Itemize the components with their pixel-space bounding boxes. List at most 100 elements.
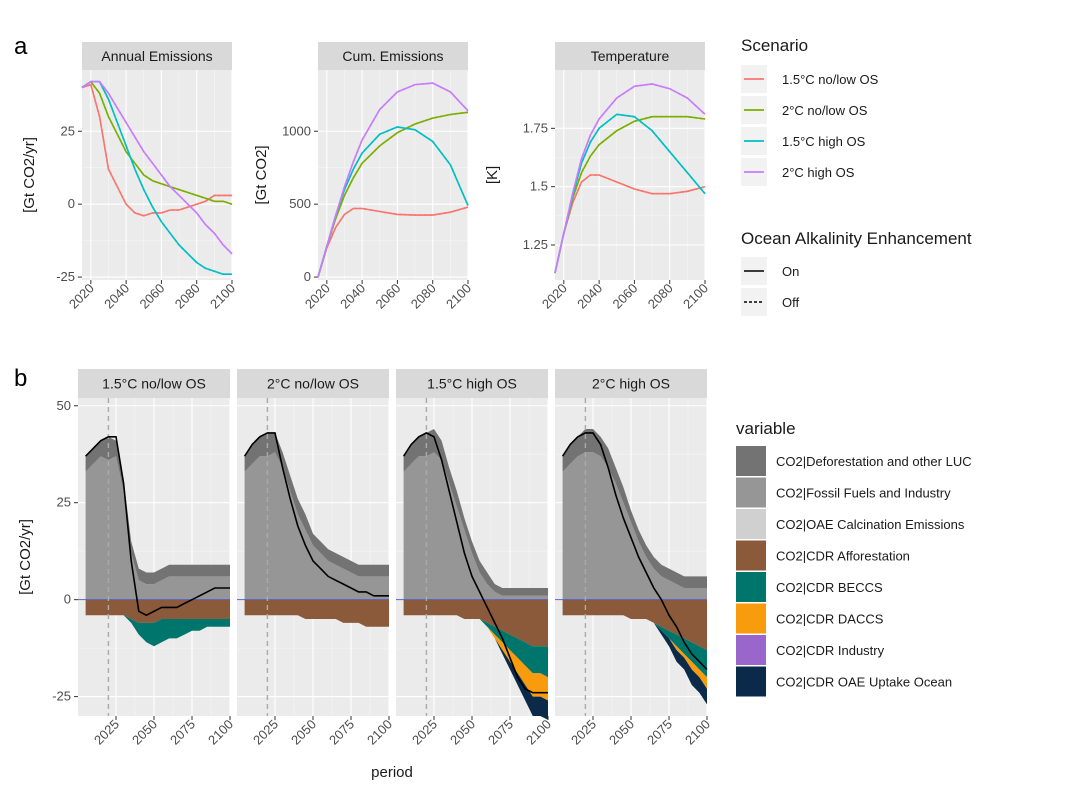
net-emissions-line — [243, 432, 389, 597]
emission-area — [244, 432, 389, 577]
legend-label: CO2|CDR Industry — [776, 643, 885, 658]
legend-title: variable — [736, 419, 796, 438]
y-tick-label: 500 — [289, 196, 311, 211]
cdr-area — [403, 599, 548, 647]
y-axis-title: [K] — [484, 166, 501, 184]
x-tick-label: 2020 — [539, 281, 570, 312]
plot-background — [82, 70, 232, 280]
x-tick-label: 2025 — [409, 717, 440, 748]
legend-swatch — [736, 477, 766, 508]
x-tick-label: 2080 — [645, 281, 676, 312]
emission-area — [244, 452, 389, 600]
legend-label: 1.5°C no/low OS — [782, 72, 879, 87]
x-tick-label: 2050 — [288, 717, 319, 748]
legend-swatch — [736, 509, 766, 539]
cdr-area — [562, 599, 707, 651]
legend-swatch — [736, 446, 766, 476]
x-tick-label: 2020 — [302, 281, 333, 312]
panel-b1: 1.5°C no/low OS 2025 2050 2075 2100 -25 0 25 50 [… — [17, 369, 236, 748]
y-tick-label: 0 — [304, 269, 311, 284]
cdr-area — [85, 615, 230, 647]
cdr-area — [562, 615, 707, 705]
legend-label: 2°C no/low OS — [782, 103, 868, 118]
cdr-area — [85, 599, 230, 623]
facet-strip — [82, 42, 232, 70]
y-tick-label: 0 — [64, 592, 71, 607]
legend-oae: Ocean Alkalinity Enhancement On Off — [741, 229, 972, 316]
y-tick-label: 1.75 — [523, 120, 548, 135]
legend-label: CO2|CDR BECCS — [776, 580, 883, 595]
panel-b3: 1.5°C high OS 2025 2050 2075 2100 — [396, 369, 554, 748]
legend-label: CO2|Deforestation and other LUC — [776, 454, 972, 469]
x-tick-label: 2025 — [568, 717, 599, 748]
cdr-area — [562, 615, 707, 678]
legend-label: On — [782, 264, 799, 279]
panel-b4: 2°C high OS 2025 2050 2075 2100 — [555, 369, 713, 748]
cdr-area — [403, 615, 548, 720]
legend-label: CO2|Fossil Fuels and Industry — [776, 486, 951, 501]
y-axis-title: [Gt CO2] — [253, 145, 270, 204]
facet-strip-label: Temperature — [591, 48, 670, 64]
legend-scenario: Scenario 1.5°C no/low OS 2°C no/low OS 1.5°… — [741, 36, 879, 186]
x-tick-label: 2040 — [101, 281, 132, 312]
cdr-area — [244, 599, 389, 627]
plot-background — [318, 70, 468, 280]
legend-swatch — [736, 572, 766, 602]
x-tick-label: 2075 — [644, 717, 675, 748]
legend-label: 2°C high OS — [782, 165, 855, 180]
series-line-on — [554, 174, 706, 274]
x-tick-label: 2060 — [372, 281, 403, 312]
x-tick-label: 2100 — [680, 281, 711, 312]
x-tick-label: 2080 — [172, 281, 203, 312]
series-line-on — [317, 82, 469, 278]
series-line-on — [81, 80, 233, 255]
legends-group: Scenario 1.5°C no/low OS 2°C no/low OS 1.5°… — [736, 36, 972, 697]
net-emissions-line — [85, 435, 230, 617]
x-tick-label: 2040 — [574, 281, 605, 312]
facet-strip-label: 1.5°C no/low OS — [102, 376, 206, 392]
legend-label: 1.5°C high OS — [782, 134, 866, 149]
panel-a3: Temperature 2020 2040 2060 2080 2100 1.25 1.5 1.… — [484, 42, 711, 312]
y-tick-label: 25 — [57, 495, 71, 510]
y-tick-label: 1.25 — [523, 237, 548, 252]
legend-swatch — [736, 635, 766, 665]
facet-strip — [396, 369, 548, 398]
x-tick-label: 2075 — [167, 717, 198, 748]
panel-label-a: a — [14, 33, 28, 60]
y-axis-title: [Gt CO2/yr] — [21, 137, 38, 213]
emission-area — [403, 452, 548, 600]
facet-strip-label: 2°C no/low OS — [267, 376, 359, 392]
y-tick-label: 25 — [61, 123, 75, 138]
series-line-on — [317, 206, 469, 278]
emission-area — [85, 456, 230, 600]
emission-area — [562, 429, 707, 588]
x-tick-label: 2050 — [447, 717, 478, 748]
x-tick-label: 2025 — [91, 717, 122, 748]
x-tick-label: 2100 — [364, 717, 395, 748]
x-tick-label: 2020 — [66, 281, 97, 312]
facet-strip-label: 2°C high OS — [592, 376, 670, 392]
x-tick-label: 2025 — [250, 717, 281, 748]
net-emissions-line — [561, 432, 708, 671]
panel-a1: Annual Emissions 2020 2040 2060 2080 2100 -25 0… — [21, 42, 238, 312]
x-tick-label: 2075 — [485, 717, 516, 748]
x-tick-label: 2100 — [205, 717, 236, 748]
y-tick-label: 50 — [57, 398, 71, 413]
panel-label-b: b — [14, 365, 27, 392]
facet-strip-label: Cum. Emissions — [342, 48, 443, 64]
x-tick-label: 2080 — [408, 281, 439, 312]
facet-strip — [318, 42, 468, 70]
series-line-on — [81, 80, 233, 205]
facet-strip-label: Annual Emissions — [101, 48, 212, 64]
legend-title: Scenario — [741, 36, 808, 55]
series-line-on — [81, 80, 232, 276]
net-emissions-line — [402, 432, 548, 694]
facet-strip — [555, 42, 705, 70]
legend-variable: variable CO2|Deforestation and other LUC C… — [736, 419, 972, 697]
legend-label: Off — [782, 295, 799, 310]
x-tick-label: 2060 — [136, 281, 167, 312]
legend-label: CO2|CDR OAE Uptake Ocean — [776, 675, 952, 690]
x-tick-label: 2100 — [443, 281, 474, 312]
emission-area — [562, 452, 707, 600]
